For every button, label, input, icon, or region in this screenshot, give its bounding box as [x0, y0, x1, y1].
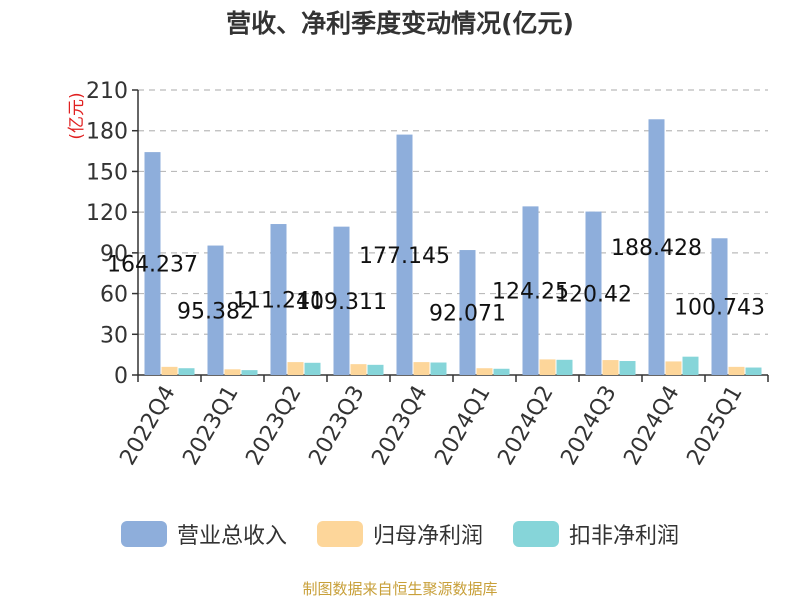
data-label: 95.382 — [177, 299, 254, 324]
data-label: 124.25 — [492, 280, 569, 305]
legend-item[interactable]: 营业总收入 — [120, 518, 287, 550]
legend-label: 归母净利润 — [372, 524, 483, 549]
data-label: 164.237 — [107, 253, 198, 278]
x-tick-label: 2023Q2 — [241, 382, 306, 470]
legend-item[interactable]: 归母净利润 — [316, 518, 483, 550]
y-tick-label: 90 — [100, 242, 128, 267]
y-tick-label: 30 — [100, 323, 128, 348]
bar-deducted-net-profit — [493, 368, 510, 375]
x-tick-label: 2024Q1 — [430, 382, 495, 470]
bar-net-profit — [602, 360, 619, 375]
data-label: 177.145 — [359, 244, 450, 269]
bar-revenue — [648, 119, 665, 376]
bar-net-profit — [413, 362, 430, 375]
bar-revenue — [270, 224, 287, 375]
legend-swatch — [120, 521, 167, 547]
bar-deducted-net-profit — [178, 368, 195, 375]
bar-revenue — [585, 211, 602, 375]
data-label: 188.428 — [611, 236, 702, 261]
x-tick-label: 2022Q4 — [115, 382, 180, 470]
source-note: 制图数据来自恒生聚源数据库 — [302, 580, 498, 598]
y-tick-label: 120 — [86, 201, 128, 226]
bar-deducted-net-profit — [241, 370, 258, 375]
bar-net-profit — [539, 359, 556, 375]
bar-deducted-net-profit — [430, 362, 447, 375]
bar-deducted-net-profit — [304, 362, 321, 375]
bar-net-profit — [728, 366, 745, 375]
grid-lines — [138, 89, 768, 335]
bar-revenue — [522, 206, 539, 375]
bar-net-profit — [665, 361, 682, 375]
y-tick-label: 180 — [86, 120, 128, 145]
y-tick-label: 210 — [86, 79, 128, 104]
data-label: 109.311 — [296, 290, 387, 315]
x-tick-label: 2025Q1 — [682, 382, 747, 470]
data-label: 111.241 — [233, 289, 324, 314]
y-axis-label: (亿元) — [67, 92, 87, 139]
x-tick-label: 2024Q4 — [619, 382, 684, 470]
x-tick-label: 2024Q3 — [556, 382, 621, 470]
x-tick-label: 2023Q1 — [178, 382, 243, 470]
bar-net-profit — [476, 368, 493, 375]
data-label: 100.743 — [674, 296, 765, 321]
y-tick-label: 0 — [114, 364, 128, 389]
bars — [144, 119, 762, 376]
bar-revenue — [207, 245, 224, 375]
y-tick-label: 60 — [100, 283, 128, 308]
bar-net-profit — [350, 364, 367, 375]
bar-net-profit — [224, 369, 241, 375]
bar-net-profit — [161, 366, 178, 375]
x-tick-label: 2024Q2 — [493, 382, 558, 470]
bar-revenue — [711, 238, 728, 375]
y-tick-label: 150 — [86, 160, 128, 185]
legend-label: 营业总收入 — [176, 524, 287, 549]
data-label: 92.071 — [429, 302, 506, 327]
bar-revenue — [396, 134, 413, 375]
bar-deducted-net-profit — [556, 359, 573, 375]
legend-item[interactable]: 扣非净利润 — [513, 518, 679, 550]
x-tick-label: 2023Q4 — [367, 382, 432, 470]
bar-revenue — [459, 250, 476, 375]
legend: 营业总收入 归母净利润 扣非净利润 — [0, 518, 800, 550]
bar-deducted-net-profit — [682, 356, 699, 375]
bar-deducted-net-profit — [619, 361, 636, 375]
bar-net-profit — [287, 362, 304, 375]
legend-label: 扣非净利润 — [569, 524, 680, 549]
bar-deducted-net-profit — [745, 367, 762, 375]
legend-swatch — [316, 521, 363, 547]
bar-revenue — [333, 226, 350, 375]
chart-title: 营收、净利季度变动情况(亿元) — [226, 9, 574, 38]
bar-deducted-net-profit — [367, 364, 384, 375]
bar-revenue — [144, 152, 161, 375]
x-tick-label: 2023Q3 — [304, 382, 369, 470]
data-label: 120.42 — [555, 282, 632, 307]
legend-swatch — [513, 521, 559, 547]
